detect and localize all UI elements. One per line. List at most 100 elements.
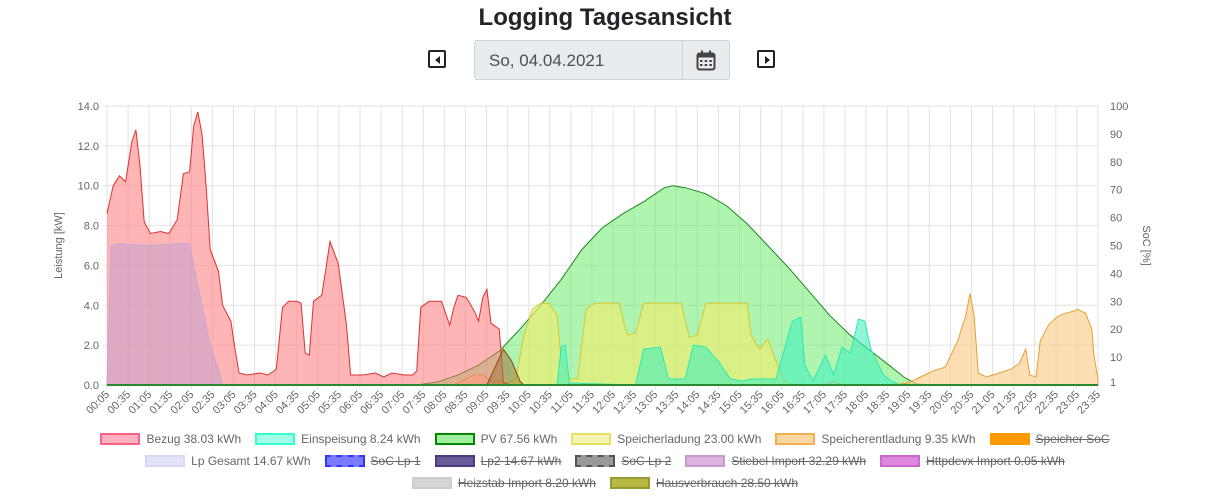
series-area bbox=[107, 293, 1098, 385]
legend-label: SoC Lp 1 bbox=[370, 454, 421, 468]
calendar-button[interactable] bbox=[682, 40, 730, 80]
legend-row: Bezug 38.03 kWh Einspeisung 8.24 kWh PV 67… bbox=[0, 428, 1210, 450]
power-chart: 0.0 2.0 4.0 6.0 8.0 10.0 12.0 14.0 1 10 20 30 40 50 60… bbox=[53, 101, 1152, 417]
legend-item[interactable]: Heizstab Import 8.20 kWh bbox=[411, 476, 596, 490]
x-tick-label: 21:35 bbox=[991, 389, 1019, 417]
legend-label: Speicherentladung 9.35 kWh bbox=[821, 432, 976, 446]
y2-tick-label: 1 bbox=[1110, 377, 1116, 389]
x-tick-label: 23:35 bbox=[1075, 389, 1103, 417]
legend-item[interactable]: Einspeisung 8.24 kWh bbox=[255, 432, 421, 446]
legend-label: Heizstab Import 8.20 kWh bbox=[457, 476, 596, 490]
x-tick-label: 12:35 bbox=[611, 389, 639, 417]
x-tick-label: 14:35 bbox=[696, 389, 724, 417]
x-tick-label: 19:05 bbox=[885, 389, 913, 417]
legend-item[interactable]: SoC Lp 1 bbox=[324, 454, 421, 468]
legend-swatch bbox=[775, 433, 816, 445]
legend-item[interactable]: Bezug 38.03 kWh bbox=[100, 432, 241, 446]
page-title: Logging Tagesansicht bbox=[478, 4, 732, 31]
x-tick-label: 04:35 bbox=[274, 389, 302, 417]
legend-label: Einspeisung 8.24 kWh bbox=[301, 432, 421, 446]
y2-axis-label: SoC [%] bbox=[1140, 225, 1152, 265]
series-area bbox=[557, 317, 900, 385]
x-tick-label: 07:05 bbox=[379, 389, 407, 417]
series-line bbox=[503, 302, 793, 386]
legend-item[interactable]: Lp2 14.67 kWh bbox=[434, 454, 562, 468]
x-tick-label: 16:35 bbox=[780, 389, 808, 417]
x-tick-label: 01:05 bbox=[126, 389, 154, 417]
previous-day-button[interactable] bbox=[428, 50, 446, 68]
y-tick-label: 0.0 bbox=[84, 380, 99, 392]
legend-swatch bbox=[434, 455, 475, 467]
x-tick-label: 17:05 bbox=[801, 389, 829, 417]
legend-item[interactable]: Stiebel Import 32.29 kWh bbox=[685, 454, 866, 468]
x-tick-label: 15:05 bbox=[717, 389, 745, 417]
series-line bbox=[106, 111, 512, 386]
y2-tick-label: 10 bbox=[1110, 352, 1122, 364]
legend-item[interactable]: Speicher SoC bbox=[989, 432, 1110, 446]
x-tick-label: 08:35 bbox=[443, 389, 471, 417]
x-tick-label: 01:35 bbox=[147, 389, 175, 417]
legend-item[interactable]: Speicherladung 23.00 kWh bbox=[571, 432, 761, 446]
series-area bbox=[107, 112, 512, 385]
x-tick-label: 02:05 bbox=[169, 389, 197, 417]
x-tick-label: 18:35 bbox=[864, 389, 892, 417]
y2-tick-label: 60 bbox=[1110, 213, 1122, 225]
x-tick-label: 05:05 bbox=[295, 389, 323, 417]
legend-item[interactable]: PV 67.56 kWh bbox=[434, 432, 558, 446]
calendar-icon bbox=[696, 50, 716, 71]
x-tick-label: 09:05 bbox=[464, 389, 492, 417]
series-line bbox=[486, 348, 525, 386]
legend-swatch bbox=[685, 455, 726, 467]
x-tick-label: 16:05 bbox=[759, 389, 787, 417]
legend-swatch bbox=[609, 477, 650, 489]
x-tick-label: 12:05 bbox=[590, 389, 618, 417]
y-tick-label: 2.0 bbox=[84, 340, 99, 352]
legend-swatch bbox=[100, 433, 141, 445]
legend-label: Lp2 14.67 kWh bbox=[480, 454, 562, 468]
next-day-button[interactable] bbox=[757, 50, 775, 68]
y2-tick-label: 40 bbox=[1110, 268, 1122, 280]
x-tick-label: 23:05 bbox=[1054, 389, 1082, 417]
legend-label: SoC Lp 2 bbox=[621, 454, 672, 468]
x-tick-label: 03:05 bbox=[211, 389, 239, 417]
date-value: So, 04.04.2021 bbox=[489, 51, 605, 70]
chart-legend: Bezug 38.03 kWh Einspeisung 8.24 kWh PV 67… bbox=[0, 428, 1210, 494]
y2-tick-label: 70 bbox=[1110, 185, 1122, 197]
legend-item[interactable]: Httpdevx Import 0.05 kWh bbox=[880, 454, 1065, 468]
x-tick-label: 20:05 bbox=[928, 389, 956, 417]
date-field[interactable]: So, 04.04.2021 bbox=[474, 40, 682, 80]
series-area bbox=[107, 243, 223, 385]
legend-swatch bbox=[434, 433, 475, 445]
y-axis-label: Leistung [kW] bbox=[53, 212, 65, 279]
legend-label: Httpdevx Import 0.05 kWh bbox=[926, 454, 1065, 468]
x-tick-label: 22:05 bbox=[1012, 389, 1040, 417]
y2-tick-label: 90 bbox=[1110, 129, 1122, 141]
legend-label: Bezug 38.03 kWh bbox=[146, 432, 242, 446]
x-tick-label: 07:35 bbox=[400, 389, 428, 417]
legend-row: Lp Gesamt 14.67 kWh SoC Lp 1 Lp2 14.67 kWh… bbox=[0, 450, 1210, 472]
legend-item[interactable]: Speicherentladung 9.35 kWh bbox=[775, 432, 976, 446]
x-tick-label: 00:05 bbox=[84, 389, 112, 417]
x-tick-label: 10:05 bbox=[506, 389, 534, 417]
legend-label: Stiebel Import 32.29 kWh bbox=[731, 454, 867, 468]
series-line bbox=[556, 316, 901, 386]
legend-label: PV 67.56 kWh bbox=[480, 432, 558, 446]
x-tick-label: 08:05 bbox=[422, 389, 450, 417]
legend-item[interactable]: Hausverbrauch 28.50 kWh bbox=[609, 476, 798, 490]
legend-item[interactable]: Lp Gesamt 14.67 kWh bbox=[145, 454, 311, 468]
date-navigation: So, 04.04.2021 bbox=[0, 40, 1210, 80]
legend-label: Lp Gesamt 14.67 kWh bbox=[191, 454, 311, 468]
legend-item[interactable]: SoC Lp 2 bbox=[575, 454, 671, 468]
x-tick-label: 00:35 bbox=[105, 389, 133, 417]
x-tick-label: 18:05 bbox=[843, 389, 871, 417]
x-tick-label: 11:05 bbox=[549, 389, 576, 416]
x-tick-label: 06:05 bbox=[337, 389, 365, 417]
legend-swatch bbox=[575, 455, 616, 467]
y-tick-label: 10.0 bbox=[78, 181, 99, 193]
x-tick-label: 09:35 bbox=[485, 389, 513, 417]
y-tick-label: 8.0 bbox=[84, 221, 99, 233]
y-tick-label: 12.0 bbox=[78, 141, 99, 153]
x-tick-label: 04:05 bbox=[253, 389, 281, 417]
x-tick-label: 21:05 bbox=[970, 389, 998, 417]
legend-swatch bbox=[880, 455, 921, 467]
